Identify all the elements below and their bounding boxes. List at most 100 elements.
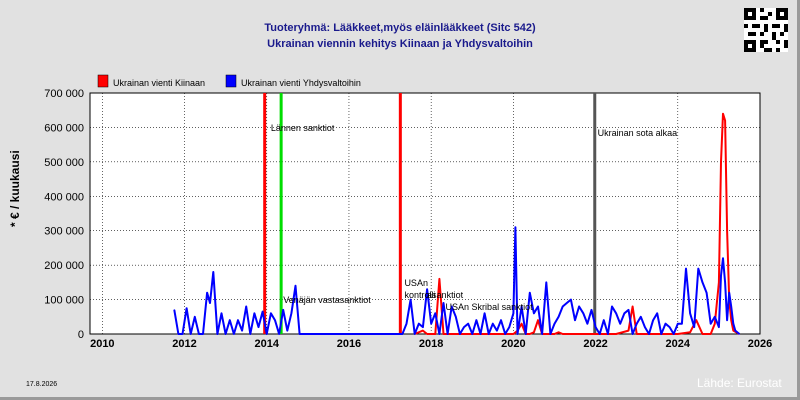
annotation-label: Lännen sanktiot: [271, 123, 335, 133]
data-point: [562, 333, 564, 335]
x-tick-label: 2026: [748, 338, 772, 350]
data-point: [738, 333, 741, 335]
x-tick-label: 2018: [419, 338, 443, 350]
data-point: [607, 333, 609, 335]
data-point: [726, 230, 728, 232]
data-point: [545, 281, 547, 283]
data-point: [656, 333, 658, 335]
data-point: [220, 312, 223, 314]
x-tick-label: 2014: [255, 338, 280, 350]
data-point: [177, 333, 179, 335]
data-point: [714, 316, 716, 318]
data-point: [282, 309, 284, 311]
data-point: [299, 333, 301, 335]
data-point: [722, 113, 724, 115]
data-point: [426, 333, 428, 335]
data-point: [451, 333, 453, 335]
qr-code-icon: [744, 8, 788, 52]
data-point: [562, 305, 564, 308]
data-point: [488, 333, 490, 335]
data-point: [574, 333, 576, 335]
data-point: [484, 312, 486, 314]
legend-label: Ukrainan vienti Kiinaan: [113, 78, 205, 88]
data-point: [644, 326, 646, 328]
x-tick-label: 2024: [666, 338, 691, 350]
data-point: [525, 333, 527, 335]
data-point: [677, 323, 679, 325]
data-point: [475, 319, 477, 321]
data-point: [253, 312, 256, 314]
data-point: [438, 278, 440, 280]
data-point: [209, 302, 211, 304]
data-point: [430, 333, 432, 335]
data-point: [430, 323, 432, 325]
data-point: [438, 333, 440, 335]
data-point: [545, 333, 547, 335]
y-tick-label: 100 000: [44, 295, 84, 307]
data-point: [722, 257, 724, 259]
data-point: [724, 281, 726, 283]
data-point: [695, 319, 697, 321]
data-point: [697, 267, 699, 270]
data-point: [241, 329, 243, 332]
data-point: [636, 333, 638, 335]
data-point: [463, 326, 465, 328]
data-point: [730, 319, 732, 321]
data-point: [181, 333, 184, 335]
data-point: [233, 333, 235, 335]
annotation-label: kontrolli: [404, 290, 435, 300]
data-point: [603, 319, 605, 321]
data-point: [541, 333, 543, 335]
legend-swatch: [225, 74, 237, 88]
x-tick-label: 2022: [583, 338, 607, 350]
data-point: [529, 333, 531, 335]
data-point: [500, 319, 502, 321]
data-point: [537, 319, 539, 321]
x-tick-label: 2016: [337, 338, 361, 350]
data-point: [553, 333, 556, 335]
data-point: [418, 323, 420, 325]
data-point: [636, 323, 638, 325]
data-point: [414, 333, 416, 335]
data-point: [206, 292, 208, 294]
data-point: [705, 292, 708, 294]
data-point: [512, 312, 514, 314]
data-point: [718, 281, 720, 283]
data-point: [570, 298, 572, 301]
y-tick-label: 200 000: [44, 260, 84, 272]
y-tick-label: 600 000: [44, 122, 84, 134]
data-point: [237, 319, 239, 321]
annotation-label: Ukrainan sota alkaa: [598, 128, 678, 138]
data-point: [734, 329, 736, 332]
data-point: [467, 323, 469, 325]
data-point: [631, 333, 634, 335]
data-point: [508, 326, 510, 328]
data-point: [732, 329, 734, 332]
x-tick-label: 2012: [172, 338, 196, 350]
data-point: [599, 333, 601, 335]
data-point: [426, 288, 428, 290]
data-point: [290, 312, 293, 314]
data-point: [504, 333, 506, 335]
data-point: [434, 333, 436, 335]
data-point: [710, 323, 712, 325]
data-point: [471, 333, 473, 335]
data-point: [270, 312, 272, 314]
data-point: [677, 333, 679, 335]
data-point: [652, 319, 654, 321]
data-point: [512, 333, 514, 335]
source-label: Lähde: Eurostat: [697, 376, 782, 390]
data-point: [434, 312, 436, 314]
data-point: [549, 333, 551, 335]
y-tick-label: 300 000: [44, 226, 84, 238]
data-point: [520, 323, 523, 325]
annotation-label: asanktiot: [427, 290, 464, 300]
data-point: [410, 298, 412, 301]
data-point: [730, 305, 732, 308]
data-point: [701, 333, 704, 335]
data-point: [582, 312, 584, 314]
data-point: [720, 161, 722, 163]
data-point: [447, 333, 449, 335]
data-point: [566, 302, 568, 304]
